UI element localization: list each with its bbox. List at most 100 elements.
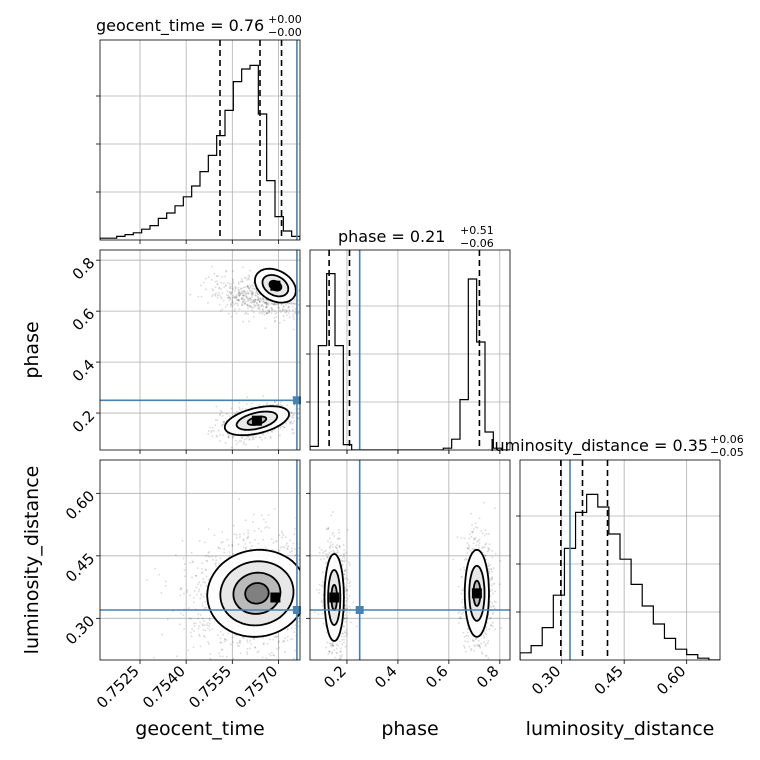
sample-point [273, 302, 276, 304]
sample-point [243, 300, 245, 303]
sample-point [477, 645, 480, 647]
sample-point [259, 297, 261, 299]
sample-point [249, 299, 252, 302]
sample-point [277, 303, 279, 306]
sample-point [338, 545, 341, 547]
sample-point [204, 674, 206, 676]
sample-point [280, 303, 283, 306]
sample-point [265, 301, 267, 304]
x-tick-label: 0.2 [320, 662, 350, 692]
sample-point [232, 524, 235, 527]
sample-point [313, 605, 315, 607]
sample-point [341, 632, 344, 634]
sample-point [318, 552, 321, 554]
sample-point [316, 564, 318, 566]
sample-point [488, 610, 490, 612]
sample-point [292, 313, 294, 316]
sample-point [289, 551, 292, 553]
sample-point [231, 285, 234, 288]
sample-point [237, 292, 240, 295]
sample-point [281, 309, 284, 312]
sample-point [247, 307, 249, 310]
sample-point [236, 641, 239, 644]
x-tick-label: 0.7555 [185, 662, 235, 712]
sample-point [247, 285, 249, 288]
sample-point [238, 282, 240, 285]
sample-point [236, 410, 238, 413]
sample-point [343, 557, 345, 559]
sample-point [463, 636, 466, 638]
sample-point [225, 270, 227, 273]
sample-point [314, 607, 316, 609]
sample-point [268, 638, 271, 641]
sample-point [304, 590, 306, 592]
sample-point [337, 551, 339, 554]
sample-point [348, 561, 350, 564]
contour-set [463, 548, 490, 638]
sample-point [329, 537, 331, 540]
sample-point [218, 303, 221, 306]
histogram-geocent_time [100, 64, 300, 240]
sample-point [251, 545, 253, 548]
sample-point [489, 564, 491, 566]
sample-point [267, 299, 270, 302]
sample-point [321, 594, 323, 596]
sample-point [220, 281, 222, 284]
sample-point [238, 291, 240, 293]
sample-point [161, 633, 163, 636]
sample-point [199, 614, 202, 616]
sample-point [274, 540, 277, 543]
sample-point [266, 312, 269, 315]
sample-point [471, 524, 473, 526]
sample-point [174, 554, 177, 556]
sample-point [311, 402, 313, 404]
sample-point [328, 552, 331, 554]
sample-point [300, 597, 302, 599]
sample-point [258, 299, 261, 302]
sample-point [295, 634, 297, 637]
sample-point [208, 276, 210, 279]
sample-point [262, 305, 265, 308]
sample-point [487, 565, 490, 567]
y-tick-label: 0.8 [69, 254, 99, 284]
sample-point [286, 302, 289, 304]
sample-point [459, 615, 462, 618]
sample-point [282, 546, 284, 548]
sample-point [482, 551, 484, 554]
sample-point [322, 583, 325, 586]
sample-point [293, 657, 295, 660]
sample-point [274, 303, 276, 306]
sample-point [251, 289, 253, 292]
sample-point [245, 293, 248, 296]
sample-point [305, 589, 307, 591]
sample-point [268, 309, 271, 312]
sample-point [485, 542, 487, 545]
sample-point [164, 580, 167, 583]
sample-point [346, 529, 349, 531]
sample-point [346, 617, 349, 619]
sample-point [219, 641, 222, 644]
sample-point [291, 550, 293, 552]
sample-point [266, 402, 269, 404]
sample-point [315, 561, 317, 563]
sample-point [220, 288, 222, 290]
sample-point [243, 302, 246, 305]
sample-point [252, 299, 255, 302]
sample-point [340, 635, 343, 638]
sample-point [242, 301, 244, 303]
sample-point [463, 537, 466, 540]
sample-point [225, 285, 227, 287]
sample-point [222, 299, 225, 302]
sample-point [243, 438, 246, 441]
sample-point [246, 303, 249, 306]
sample-point [226, 432, 229, 435]
sample-point [474, 645, 476, 647]
sample-point [299, 631, 300, 634]
sample-point [488, 572, 491, 575]
sample-point [304, 579, 306, 581]
sample-point [246, 305, 249, 307]
sample-point [238, 641, 241, 644]
sample-point [270, 302, 272, 305]
sample-point [343, 638, 345, 641]
sample-point [301, 301, 303, 303]
